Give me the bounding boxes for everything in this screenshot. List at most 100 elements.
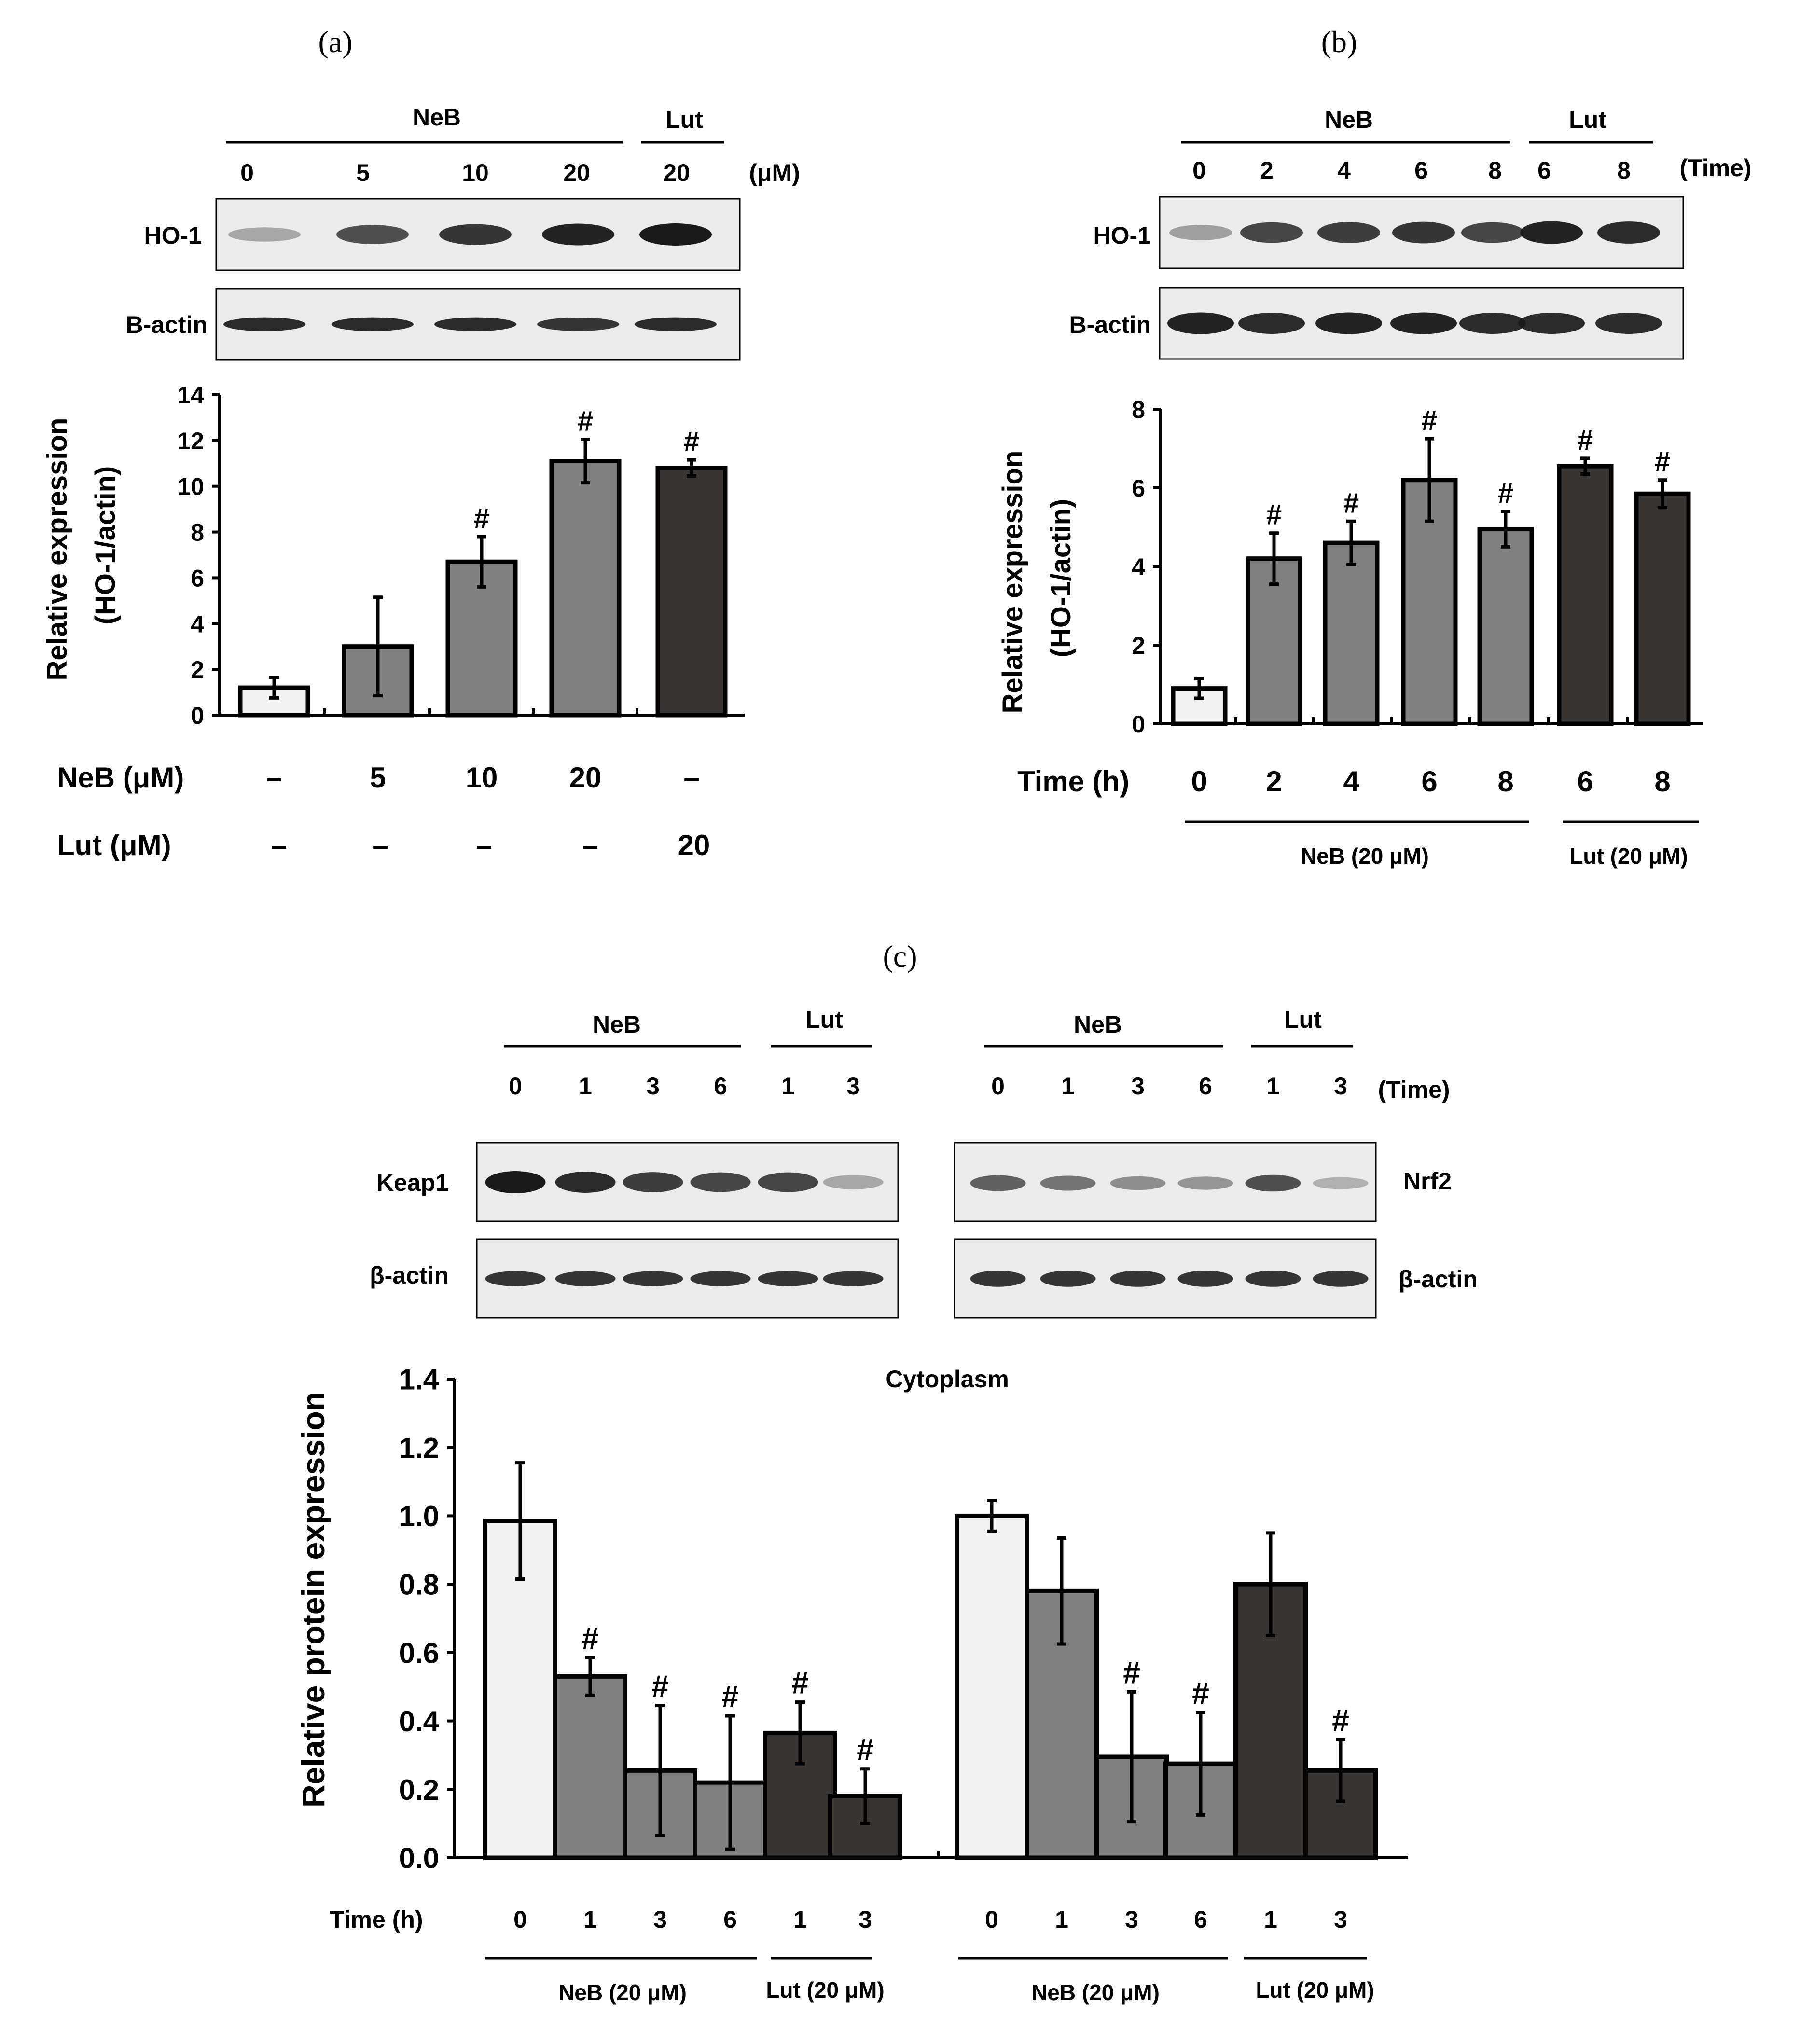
blot-band bbox=[1392, 221, 1455, 244]
b-group-lut-bottom: Lut (20 μM) bbox=[1569, 843, 1688, 869]
error-bar bbox=[1194, 677, 1204, 700]
y-tick-label: 14 bbox=[177, 382, 204, 409]
c-group-lut-bottom-1: Lut (20 μM) bbox=[766, 1977, 884, 2003]
c-xtick-label: 3 bbox=[1334, 1906, 1347, 1933]
c-blot-keap1 bbox=[476, 1142, 899, 1222]
b-lane-label: 6 bbox=[1414, 157, 1428, 184]
blot-band bbox=[1520, 221, 1583, 244]
blot-band bbox=[1238, 313, 1305, 334]
significance-mark: # bbox=[578, 405, 593, 437]
c-bands-keap1 bbox=[485, 1171, 884, 1193]
b-bands-ho1 bbox=[1169, 221, 1660, 244]
c-lane-label: 1 bbox=[1061, 1073, 1075, 1100]
blot-band bbox=[1240, 222, 1303, 243]
error-bar bbox=[1425, 437, 1434, 523]
blot-band bbox=[1313, 1271, 1369, 1287]
c-lane-label: 6 bbox=[1199, 1073, 1212, 1100]
panel-b-label: (b) bbox=[1321, 25, 1357, 59]
a-cond-value: 20 bbox=[569, 761, 602, 794]
b-ylabel-line2: (HO-1/actin) bbox=[1045, 499, 1077, 658]
significance-mark: # bbox=[1422, 405, 1437, 436]
blot-band bbox=[228, 227, 301, 242]
blot-band bbox=[823, 1175, 884, 1189]
y-tick-label: 0.0 bbox=[399, 1842, 439, 1875]
blot-band bbox=[1459, 313, 1526, 334]
a-cond-value: – bbox=[266, 761, 282, 794]
b-ylabel: Relative expression (HO-1/actin) bbox=[997, 443, 1077, 714]
c-xtick-label: 0 bbox=[985, 1906, 998, 1933]
error-bar bbox=[1196, 1711, 1205, 1817]
b-unit-label: (Time) bbox=[1679, 154, 1751, 181]
blot-band bbox=[1313, 1177, 1369, 1189]
bar bbox=[238, 685, 310, 718]
c-xtick-label: 1 bbox=[583, 1906, 597, 1933]
b-lane-label: 4 bbox=[1337, 157, 1351, 184]
a-cond-value: 10 bbox=[466, 761, 498, 794]
y-tick-label: 12 bbox=[177, 428, 204, 455]
a-cond-value: 20 bbox=[678, 829, 710, 861]
significance-mark: # bbox=[684, 426, 699, 457]
blot-band bbox=[1177, 1271, 1233, 1287]
blot-band bbox=[1461, 222, 1524, 243]
panel-a: (a) NeB Lut 0 5 10 20 20 (μM) HO-1 B-act… bbox=[42, 25, 800, 861]
significance-mark: # bbox=[474, 503, 489, 534]
error-bar bbox=[687, 458, 696, 478]
b-xtick-label: 2 bbox=[1266, 765, 1282, 798]
c-xtick-label: 6 bbox=[1194, 1906, 1207, 1933]
blot-band bbox=[1597, 221, 1660, 244]
c-right-group-neb: NeB bbox=[1074, 1011, 1122, 1038]
blot-band bbox=[555, 1172, 616, 1193]
blot-band bbox=[434, 317, 516, 331]
b-xrow-label: Time (h) bbox=[1017, 765, 1129, 798]
c-xrow-label: Time (h) bbox=[330, 1906, 423, 1933]
a-bands-ho1 bbox=[228, 223, 712, 246]
b-group-lut: Lut bbox=[1569, 106, 1606, 133]
c-chart-title: Cytoplasm bbox=[886, 1366, 1009, 1393]
c-xtick-label: 6 bbox=[723, 1906, 737, 1933]
error-bar bbox=[581, 437, 590, 485]
significance-mark: # bbox=[1498, 478, 1513, 509]
c-group-neb-bottom-2: NeB (20 μM) bbox=[1031, 1980, 1160, 2005]
error-bar bbox=[860, 1767, 870, 1825]
blot-band bbox=[639, 223, 712, 246]
error-bar bbox=[1127, 1690, 1136, 1824]
b-row-label: HO-1 bbox=[1094, 222, 1151, 249]
significance-mark: # bbox=[582, 1621, 599, 1656]
blot-band bbox=[555, 1271, 616, 1286]
error-bar bbox=[1658, 478, 1667, 510]
significance-mark: # bbox=[857, 1732, 874, 1767]
blot-band bbox=[1040, 1271, 1096, 1287]
a-cond-value: – bbox=[372, 829, 388, 861]
c-group-lut-bottom-2: Lut (20 μM) bbox=[1256, 1977, 1374, 2003]
blot-band bbox=[485, 1171, 546, 1193]
y-tick-label: 0 bbox=[191, 702, 204, 729]
significance-mark: # bbox=[1266, 499, 1282, 531]
c-lane-label: 1 bbox=[1266, 1073, 1280, 1100]
error-bar bbox=[1266, 1531, 1275, 1637]
y-tick-label: 1.4 bbox=[399, 1364, 440, 1396]
c-unit-label: (Time) bbox=[1378, 1076, 1450, 1103]
blot-band bbox=[970, 1271, 1026, 1287]
chart-c: 0.0 0.2 0.4 0.6 0.8 1.0 1.2 1.4 # # # # # # # # bbox=[399, 1364, 1408, 1875]
blot-band bbox=[1245, 1271, 1301, 1287]
blot-band bbox=[758, 1172, 818, 1192]
a-bands-actin bbox=[223, 317, 717, 331]
blot-band bbox=[223, 317, 305, 331]
b-xtick-label: 8 bbox=[1497, 765, 1513, 798]
blot-band bbox=[1169, 225, 1232, 240]
a-lane-label: 10 bbox=[462, 159, 489, 186]
a-cond-value: – bbox=[683, 761, 699, 794]
c-xtick-label: 1 bbox=[1055, 1906, 1068, 1933]
a-ylabel: Relative expression (HO-1/actin) bbox=[42, 410, 121, 681]
blot-band bbox=[485, 1271, 546, 1286]
blot-band bbox=[970, 1175, 1026, 1191]
blot-band bbox=[758, 1271, 818, 1286]
c-bands-actin-right bbox=[970, 1271, 1369, 1287]
a-group-lut: Lut bbox=[665, 106, 703, 133]
chart-a: 0 2 4 6 8 10 12 14 # # # bbox=[177, 382, 745, 729]
bar bbox=[1477, 527, 1534, 726]
c-xtick-label: 3 bbox=[858, 1906, 872, 1933]
blot-band bbox=[537, 318, 619, 331]
b-lane-label: 0 bbox=[1192, 157, 1206, 184]
